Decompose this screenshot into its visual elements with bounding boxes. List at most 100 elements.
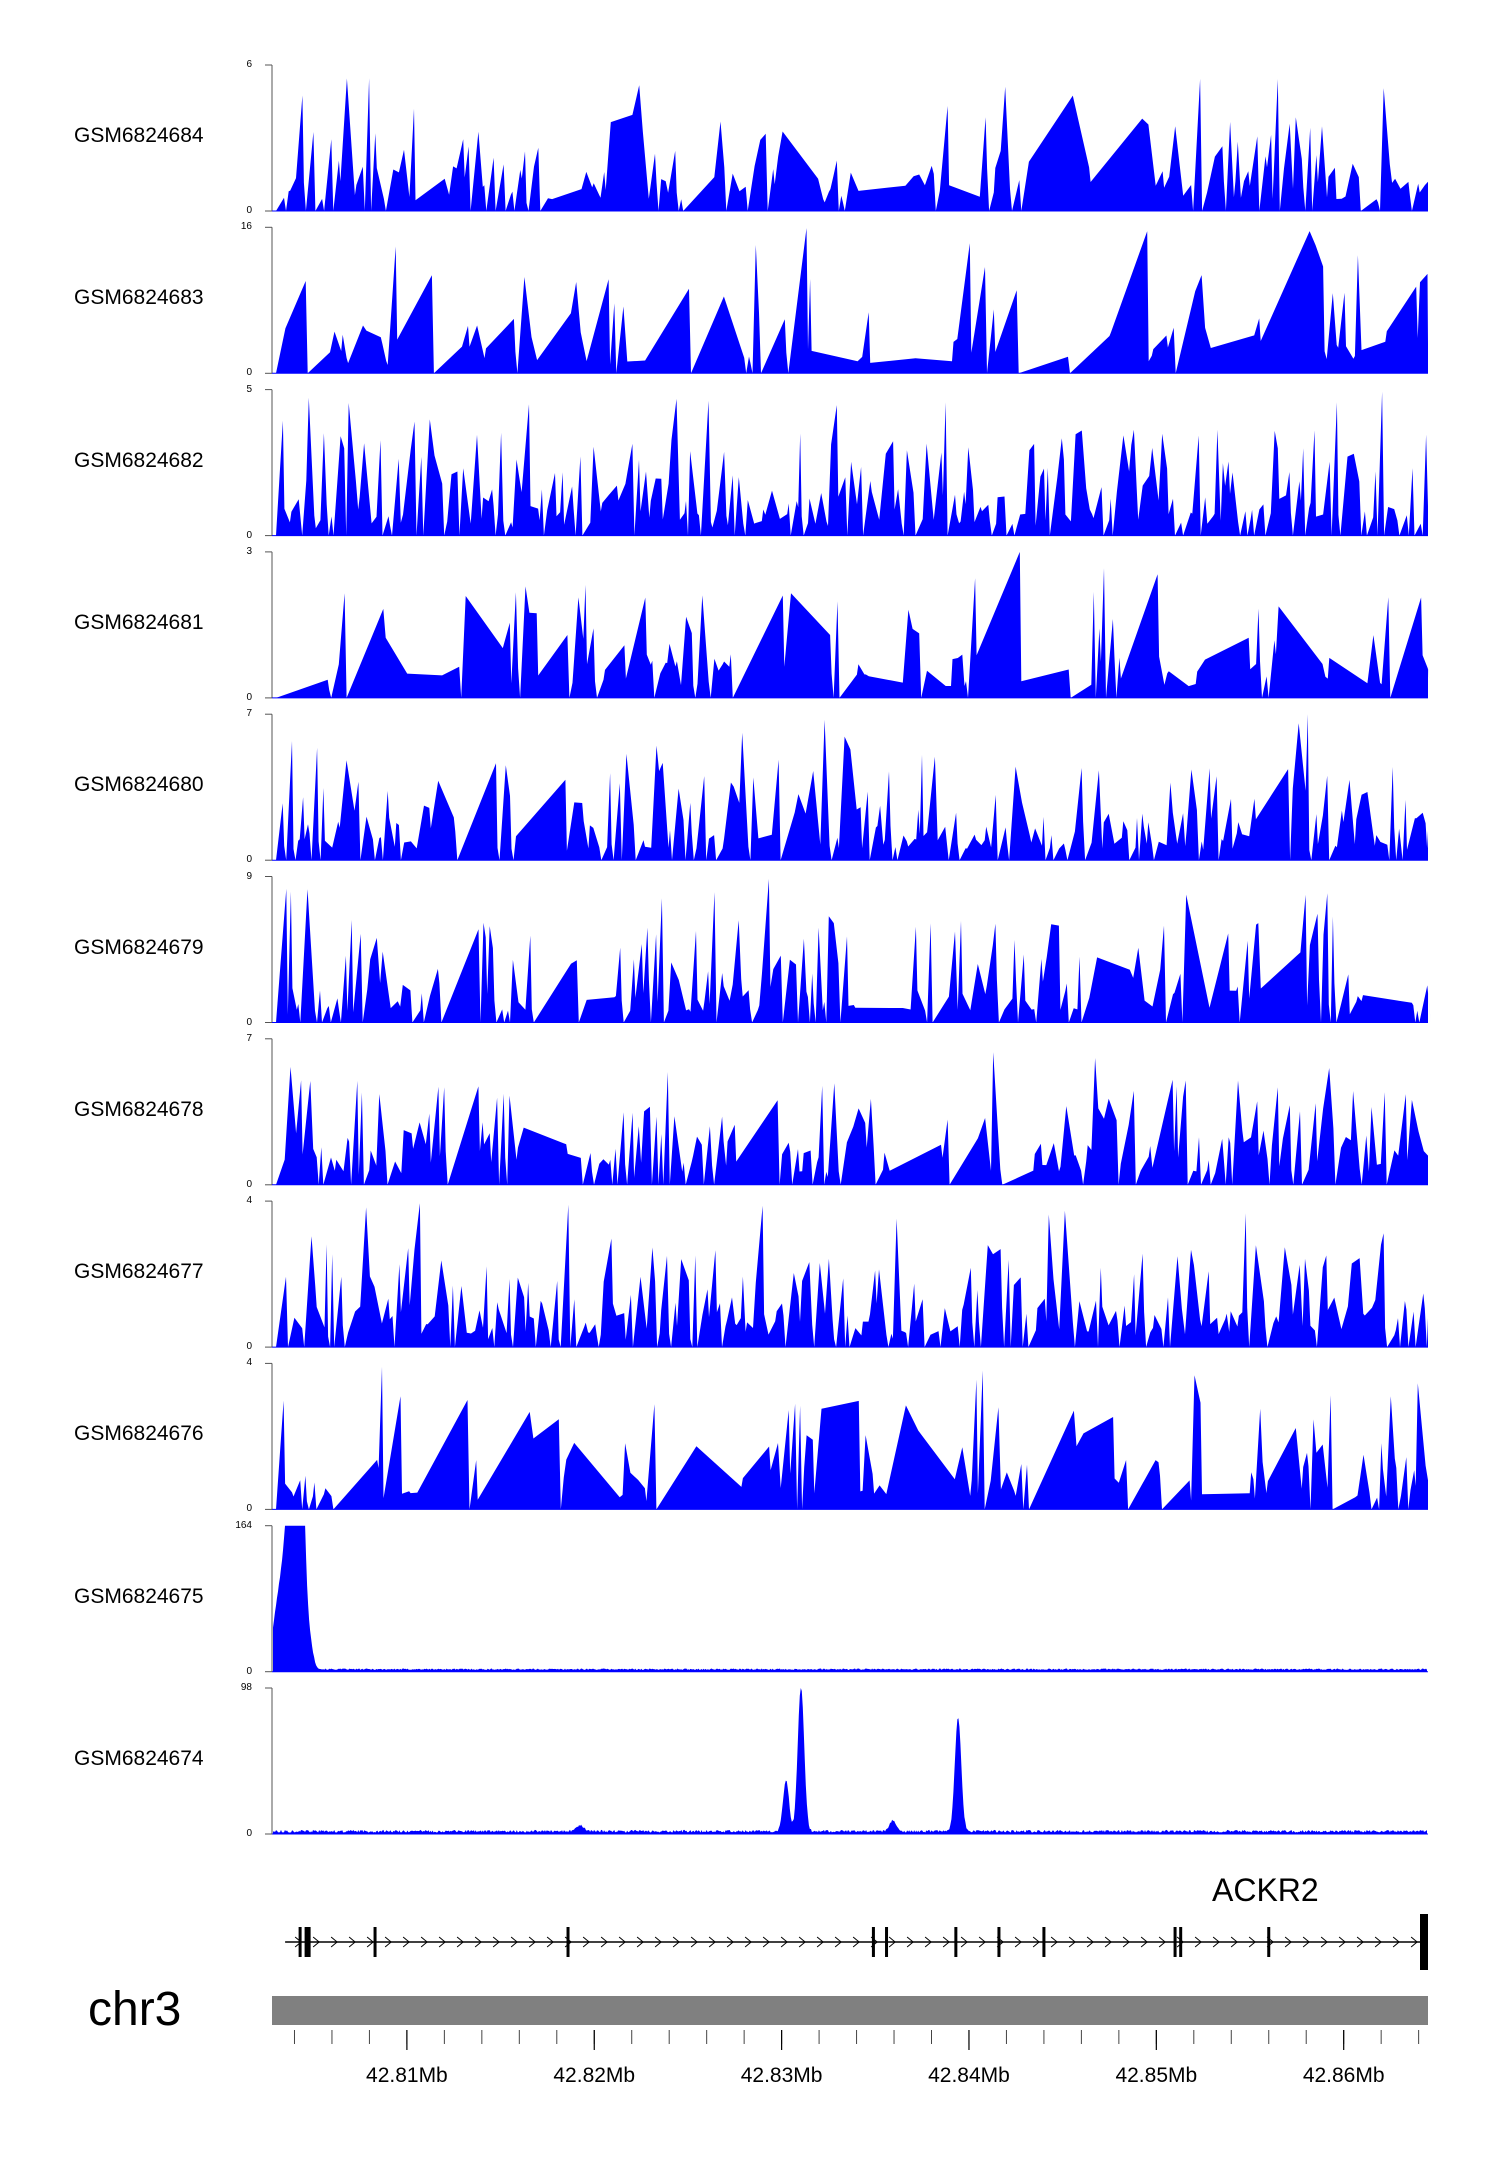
strand-arrow: [1194, 1936, 1202, 1948]
coverage-area: [276, 1203, 1428, 1348]
axis-tick-label: 42.85Mb: [1115, 2064, 1198, 2087]
strand-arrow: [330, 1936, 338, 1948]
y-min-label: 0: [246, 691, 252, 703]
strand-arrow: [1122, 1936, 1130, 1948]
strand-arrow: [744, 1936, 752, 1948]
strand-arrow: [852, 1936, 860, 1948]
coverage-area: [276, 391, 1428, 536]
track-label: GSM6824676: [74, 1422, 204, 1446]
strand-arrow: [888, 1936, 896, 1948]
strand-arrow: [1086, 1936, 1094, 1948]
y-min-label: 0: [246, 1016, 252, 1028]
strand-arrow: [636, 1936, 644, 1948]
exon-block: [298, 1927, 302, 1957]
axis-tick-label: 42.86Mb: [1302, 2064, 1385, 2087]
coverage-area: [276, 1052, 1428, 1185]
exon-block: [871, 1927, 875, 1957]
coverage-area: [276, 714, 1428, 861]
exon-block: [373, 1927, 377, 1957]
strand-arrow: [1032, 1936, 1040, 1948]
strand-arrow: [1302, 1936, 1310, 1948]
axis-tick-label: 42.84Mb: [928, 2064, 1010, 2087]
gene-name-label: ACKR2: [1212, 1872, 1319, 1908]
strand-arrow: [816, 1936, 824, 1948]
exon-block: [1179, 1927, 1183, 1957]
y-min-label: 0: [246, 854, 252, 866]
exon-block: [885, 1927, 889, 1957]
strand-arrow: [1176, 1936, 1184, 1948]
strand-arrow: [1230, 1936, 1238, 1948]
strand-arrow: [1248, 1936, 1256, 1948]
strand-arrow: [654, 1936, 662, 1948]
strand-arrow: [1392, 1936, 1400, 1948]
strand-arrow: [510, 1936, 518, 1948]
strand-arrow: [312, 1936, 320, 1948]
y-max-label: 4: [246, 1195, 252, 1207]
strand-arrow: [348, 1936, 356, 1948]
strand-arrow: [1104, 1936, 1112, 1948]
y-max-label: 5: [246, 383, 252, 395]
exon-block: [1042, 1927, 1046, 1957]
exon-block: [1267, 1927, 1271, 1957]
strand-arrow: [1050, 1936, 1058, 1948]
exon-block: [1173, 1927, 1177, 1957]
strand-arrow: [978, 1936, 986, 1948]
strand-arrow: [492, 1936, 500, 1948]
y-min-label: 0: [246, 1828, 252, 1839]
strand-arrow: [906, 1936, 914, 1948]
track-label: GSM6824684: [74, 124, 204, 147]
coverage-area: [276, 1366, 1428, 1510]
strand-arrow: [1068, 1936, 1076, 1948]
strand-arrow: [366, 1936, 374, 1948]
exon-block: [304, 1927, 311, 1957]
strand-arrow: [582, 1936, 590, 1948]
y-max-label: 164: [235, 1519, 252, 1531]
track-label: GSM6824674: [74, 1747, 204, 1770]
track-label: GSM6824683: [74, 286, 204, 310]
strand-arrow: [942, 1936, 950, 1948]
y-min-label: 0: [246, 205, 252, 216]
y-min-label: 0: [246, 367, 252, 379]
coverage-area: [276, 78, 1428, 211]
strand-arrow: [708, 1936, 716, 1948]
strand-arrow: [1212, 1936, 1220, 1948]
strand-arrow: [672, 1936, 680, 1948]
strand-arrow: [1356, 1936, 1364, 1948]
strand-arrow: [924, 1936, 932, 1948]
coverage-area: [276, 228, 1428, 374]
strand-arrow: [474, 1936, 482, 1948]
coverage-area: [276, 551, 1430, 698]
exon-block: [954, 1927, 958, 1957]
track-label: GSM6824679: [74, 935, 204, 959]
axis-tick-label: 42.81Mb: [366, 2064, 448, 2087]
strand-arrow: [420, 1936, 428, 1948]
strand-arrow: [780, 1936, 788, 1948]
strand-arrow: [798, 1936, 806, 1948]
y-max-label: 16: [240, 221, 252, 233]
y-min-label: 0: [246, 1178, 252, 1190]
exon-block: [566, 1927, 570, 1957]
y-max-label: 3: [246, 545, 252, 557]
y-max-label: 7: [246, 708, 252, 720]
track-label: GSM6824681: [74, 610, 204, 634]
y-max-label: 4: [246, 1357, 252, 1369]
strand-arrow: [600, 1936, 608, 1948]
strand-arrow: [1140, 1936, 1148, 1948]
strand-arrow: [960, 1936, 968, 1948]
track-label: GSM6824680: [74, 773, 204, 797]
y-max-label: 6: [246, 59, 252, 70]
axis-tick-label: 42.82Mb: [553, 2064, 636, 2087]
y-max-label: 9: [246, 870, 252, 882]
strand-arrow: [438, 1936, 446, 1948]
y-min-label: 0: [246, 1503, 252, 1515]
strand-arrow: [1320, 1936, 1328, 1948]
y-min-label: 0: [246, 1341, 252, 1353]
exon-block: [1420, 1914, 1428, 1970]
strand-arrow: [402, 1936, 410, 1948]
track-label: GSM6824675: [74, 1584, 204, 1608]
chromosome-name-label: chr3: [88, 1983, 182, 2036]
strand-arrow: [1338, 1936, 1346, 1948]
strand-arrow: [690, 1936, 698, 1948]
strand-arrow: [1158, 1936, 1166, 1948]
